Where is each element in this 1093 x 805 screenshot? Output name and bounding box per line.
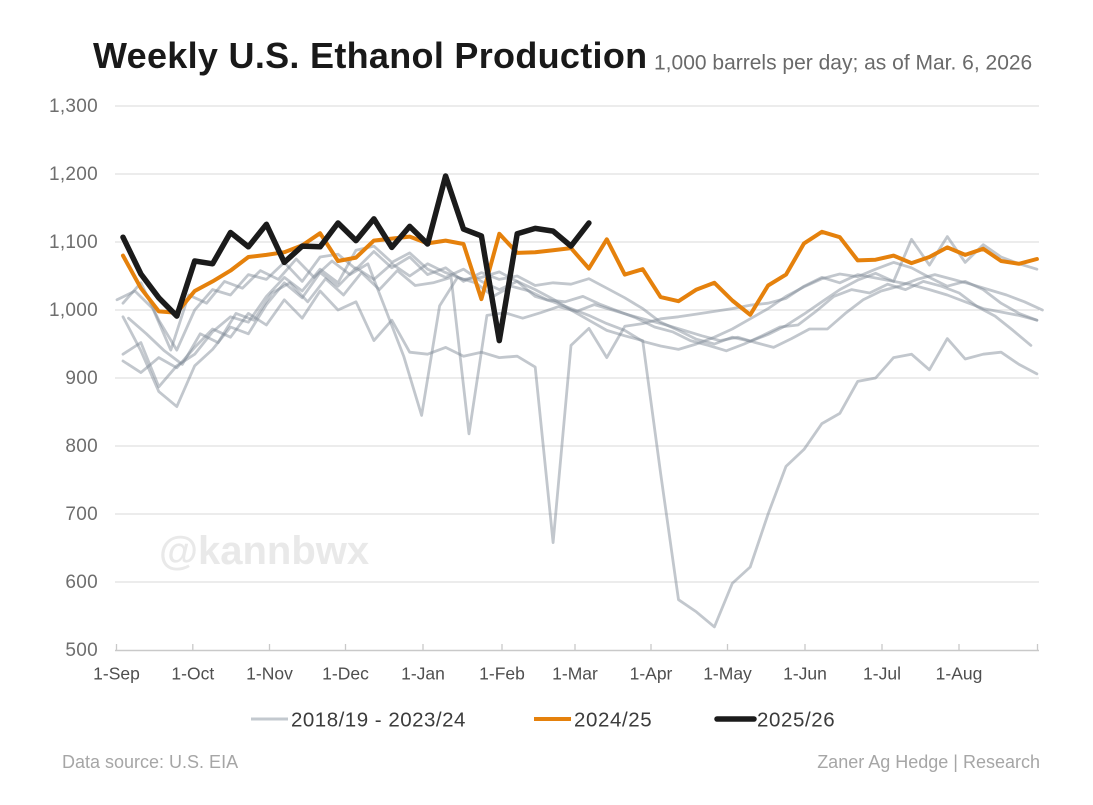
svg-text:2024/25: 2024/25: [574, 709, 652, 732]
svg-text:1-Jun: 1-Jun: [783, 664, 827, 684]
svg-text:2025/26: 2025/26: [757, 709, 835, 732]
svg-text:600: 600: [65, 572, 98, 593]
svg-text:Weekly U.S. Ethanol Production: Weekly U.S. Ethanol Production: [93, 35, 647, 76]
svg-text:900: 900: [65, 368, 98, 389]
svg-text:Data source: U.S. EIA: Data source: U.S. EIA: [62, 752, 238, 772]
svg-text:1-Jul: 1-Jul: [863, 664, 901, 684]
svg-text:1-Jan: 1-Jan: [401, 664, 445, 684]
svg-text:1-Dec: 1-Dec: [322, 664, 369, 684]
svg-text:Zaner Ag Hedge | Research: Zaner Ag Hedge | Research: [817, 752, 1040, 772]
svg-text:1-Feb: 1-Feb: [479, 664, 525, 684]
svg-text:1-May: 1-May: [703, 664, 752, 684]
svg-text:1-Nov: 1-Nov: [246, 664, 293, 684]
svg-text:500: 500: [65, 640, 98, 661]
svg-text:1,100: 1,100: [49, 232, 98, 253]
svg-text:1,000 barrels per day; as of M: 1,000 barrels per day; as of Mar. 6, 202…: [654, 52, 1032, 75]
svg-text:2018/19 - 2023/24: 2018/19 - 2023/24: [291, 709, 466, 732]
svg-text:1,300: 1,300: [49, 96, 98, 117]
svg-text:800: 800: [65, 436, 98, 457]
svg-text:@kannbwx: @kannbwx: [159, 529, 369, 573]
svg-text:1,000: 1,000: [49, 300, 98, 321]
svg-text:1-Aug: 1-Aug: [936, 664, 983, 684]
svg-text:1-Mar: 1-Mar: [552, 664, 598, 684]
svg-text:1-Apr: 1-Apr: [630, 664, 673, 684]
svg-text:1-Sep: 1-Sep: [93, 664, 140, 684]
svg-text:700: 700: [65, 504, 98, 525]
svg-text:1-Oct: 1-Oct: [171, 664, 214, 684]
svg-text:1,200: 1,200: [49, 164, 98, 185]
